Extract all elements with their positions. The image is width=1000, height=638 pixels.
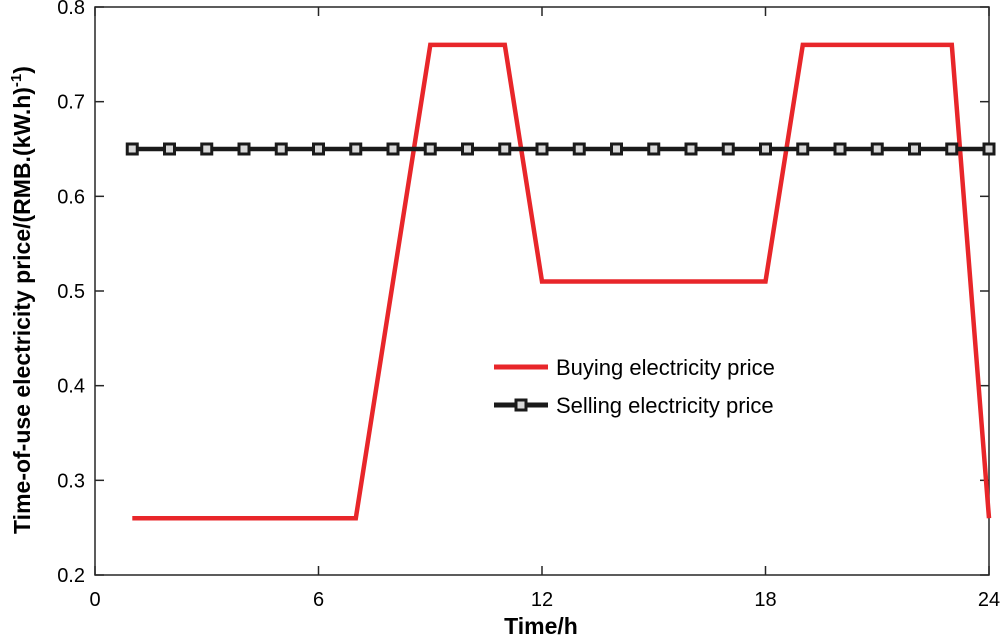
- data-point-marker: [870, 142, 884, 156]
- legend-label-buying: Buying electricity price: [556, 355, 775, 380]
- plot-area-border: [94, 6, 990, 576]
- y-tick-label: 0.2: [57, 565, 85, 587]
- data-point-marker: [647, 142, 661, 156]
- legend: Buying electricity price Selling electri…: [494, 355, 775, 418]
- data-point-marker: [945, 142, 959, 156]
- y-tick-label: 0.8: [57, 0, 85, 19]
- data-point-marker: [796, 142, 810, 156]
- data-point-marker: [610, 142, 623, 156]
- data-point-marker: [349, 142, 363, 156]
- data-point-marker: [312, 142, 325, 156]
- data-point-marker: [535, 142, 549, 156]
- x-tick-label: 0: [89, 589, 100, 611]
- legend-marker-selling: [514, 398, 528, 412]
- x-tick-label: 24: [978, 589, 1000, 611]
- y-tick-label: 0.4: [57, 376, 85, 398]
- y-tick-label: 0.7: [57, 92, 85, 114]
- y-axis-title-main: Time-of-use electricity price/(RMB.(kW.h…: [9, 87, 35, 534]
- x-tick-label: 12: [531, 589, 553, 611]
- data-point-marker: [684, 142, 698, 156]
- data-point-marker: [759, 142, 772, 156]
- data-point-marker: [908, 142, 921, 156]
- series-line-buying-electricity-price: [132, 42, 992, 521]
- axes-frame: [94, 6, 990, 576]
- data-point-marker: [125, 142, 139, 156]
- data-point-marker: [200, 142, 214, 156]
- data-point-marker: [237, 142, 251, 156]
- data-point-marker: [386, 142, 400, 156]
- data-point-marker: [982, 142, 996, 156]
- y-axis-title-exponent: -1: [8, 74, 25, 87]
- data-point-marker: [163, 142, 176, 156]
- y-tick-label: 0.3: [57, 470, 85, 492]
- y-tick-label: 0.5: [57, 281, 85, 303]
- y-tick-label: 0.6: [57, 186, 85, 208]
- x-axis-ticks: 0 6 12 18 24: [89, 7, 1000, 611]
- data-point-marker: [274, 142, 288, 156]
- series-layer: [125, 42, 996, 521]
- x-tick-label: 18: [754, 589, 776, 611]
- data-point-marker: [833, 142, 847, 156]
- data-point-marker: [721, 142, 735, 156]
- x-tick-label: 6: [313, 589, 324, 611]
- data-point-marker: [461, 142, 474, 156]
- data-point-marker: [423, 142, 437, 156]
- y-axis-title: Time-of-use electricity price/(RMB.(kW.h…: [8, 66, 35, 534]
- x-axis-title: Time/h: [504, 613, 578, 638]
- data-point-marker: [572, 142, 586, 156]
- y-axis-title-close: ): [9, 66, 35, 74]
- legend-label-selling: Selling electricity price: [556, 393, 774, 418]
- y-axis-ticks: 0.2 0.3 0.4 0.5 0.6 0.7 0.8: [57, 0, 989, 587]
- data-point-marker: [498, 142, 512, 156]
